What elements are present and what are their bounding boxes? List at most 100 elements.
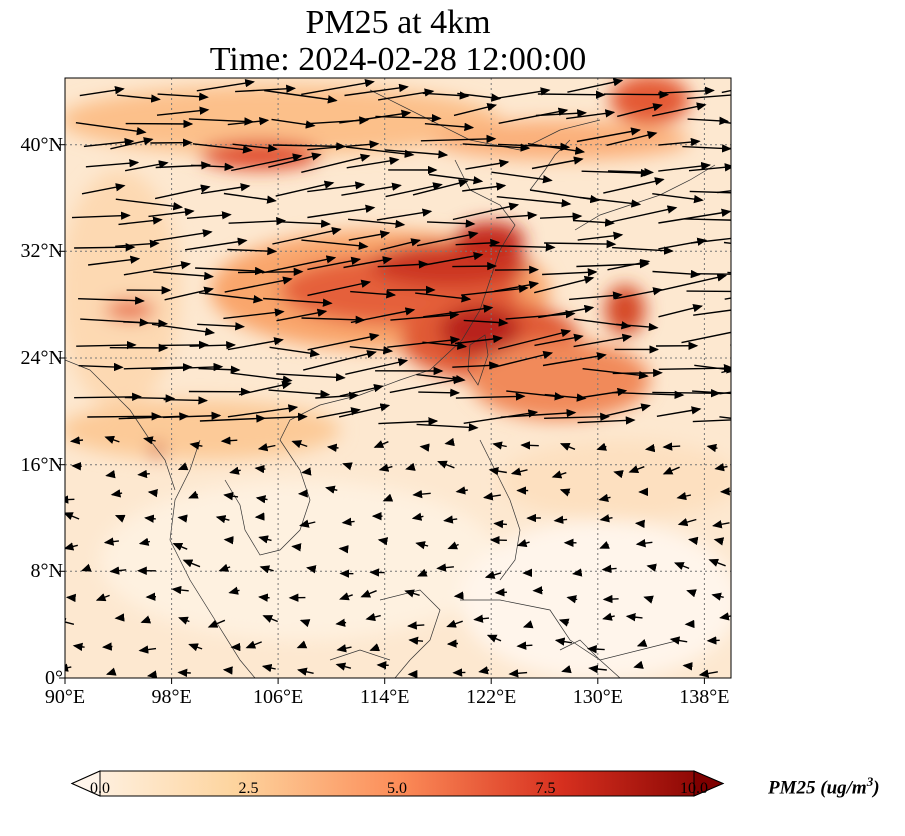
colorbar-extend-min xyxy=(70,770,101,797)
wind-arrow xyxy=(78,362,124,372)
lat-tick-label: 8°N xyxy=(30,560,63,582)
wind-arrow xyxy=(227,404,299,418)
wind-arrow xyxy=(299,619,311,628)
wind-arrow xyxy=(531,156,584,170)
wind-arrow xyxy=(712,520,730,529)
lat-tick-label: 16°N xyxy=(20,454,63,476)
wind-arrow xyxy=(71,211,131,220)
wind-arrow xyxy=(652,102,707,117)
wind-arrow xyxy=(463,318,509,327)
wind-arrow xyxy=(457,92,502,102)
wind-arrow xyxy=(360,589,377,598)
wind-arrow xyxy=(114,613,125,622)
wind-arrow xyxy=(339,109,412,124)
wind-arrow xyxy=(444,437,455,447)
wind-arrow xyxy=(157,92,209,101)
wind-arrow xyxy=(303,350,377,371)
wind-arrow xyxy=(264,89,338,104)
wind-arrow xyxy=(301,79,375,96)
wind-arrow xyxy=(110,489,123,498)
wind-arrow xyxy=(365,612,381,622)
wind-arrow xyxy=(123,261,191,276)
wind-arrow xyxy=(105,470,116,479)
colorbar-tick: 5.0 xyxy=(387,780,407,797)
wind-arrow xyxy=(377,88,435,101)
wind-arrow xyxy=(104,435,120,444)
wind-arrow xyxy=(588,664,607,674)
wind-arrow xyxy=(189,441,203,450)
wind-arrow xyxy=(291,543,302,552)
wind-arrow xyxy=(677,518,697,527)
wind-arrow xyxy=(276,373,346,382)
wind-arrow xyxy=(123,319,169,328)
wind-arrow xyxy=(658,304,703,318)
wind-arrow xyxy=(109,566,127,575)
wind-arrow xyxy=(681,331,731,344)
wind-arrow xyxy=(544,239,617,249)
wind-arrow xyxy=(301,239,369,250)
wind-arrow xyxy=(171,585,189,595)
wind-arrow xyxy=(492,441,507,450)
colorbar-extend-max xyxy=(693,770,725,797)
wind-arrow xyxy=(418,388,460,397)
wind-arrow xyxy=(478,666,490,675)
wind-arrow xyxy=(428,173,484,185)
wind-arrow xyxy=(223,192,277,204)
wind-arrow xyxy=(416,423,479,432)
wind-arrow xyxy=(261,255,337,274)
wind-arrow xyxy=(65,618,75,627)
wind-arrow xyxy=(65,512,80,521)
wind-arrow xyxy=(254,464,266,474)
lon-tick-label: 98°E xyxy=(151,686,192,708)
wind-arrow xyxy=(143,436,156,445)
wind-arrow xyxy=(182,559,201,568)
wind-arrow xyxy=(200,183,251,195)
wind-arrow xyxy=(497,142,571,152)
wind-arrow xyxy=(602,612,615,621)
wind-arrow xyxy=(88,255,141,266)
wind-arrow xyxy=(227,246,278,256)
wind-arrow xyxy=(87,412,162,421)
wind-arrow xyxy=(254,512,265,521)
wind-arrow xyxy=(376,208,433,221)
wind-arrow xyxy=(275,180,335,197)
wind-arrow xyxy=(658,137,701,147)
wind-arrow xyxy=(344,83,409,97)
wind-arrow xyxy=(198,365,241,374)
wind-arrow xyxy=(407,621,425,630)
wind-arrow xyxy=(76,340,137,350)
wind-arrow xyxy=(335,662,352,671)
wind-arrow xyxy=(238,381,292,396)
wind-arrow xyxy=(582,368,649,380)
wind-arrow xyxy=(380,238,421,251)
wind-arrow xyxy=(387,336,461,348)
wind-arrow xyxy=(505,309,576,320)
wind-arrow xyxy=(255,495,268,504)
wind-arrow xyxy=(422,91,470,100)
wind-arrow xyxy=(496,196,572,208)
lat-tick-label: 32°N xyxy=(20,240,63,262)
wind-arrow xyxy=(72,642,85,652)
wind-arrow xyxy=(69,436,84,445)
wind-arrow xyxy=(378,463,393,472)
wind-arrow xyxy=(572,568,583,577)
wind-arrow xyxy=(542,352,607,367)
wind-arrow xyxy=(553,515,568,524)
wind-arrow xyxy=(506,390,565,401)
wind-arrow xyxy=(437,460,455,469)
wind-arrow xyxy=(115,198,184,211)
wind-arrow xyxy=(146,670,158,678)
wind-arrow xyxy=(156,106,210,116)
wind-arrow xyxy=(455,486,468,495)
wind-arrow xyxy=(178,616,190,625)
wind-arrow xyxy=(338,545,349,554)
wind-arrow xyxy=(693,309,731,316)
wind-arrow xyxy=(628,465,645,474)
wind-arrow xyxy=(65,542,78,551)
wind-arrow xyxy=(658,86,715,96)
wind-arrow xyxy=(237,267,304,277)
wind-arrow xyxy=(416,230,479,247)
wind-arrow xyxy=(301,315,366,325)
wind-arrow xyxy=(419,443,430,452)
